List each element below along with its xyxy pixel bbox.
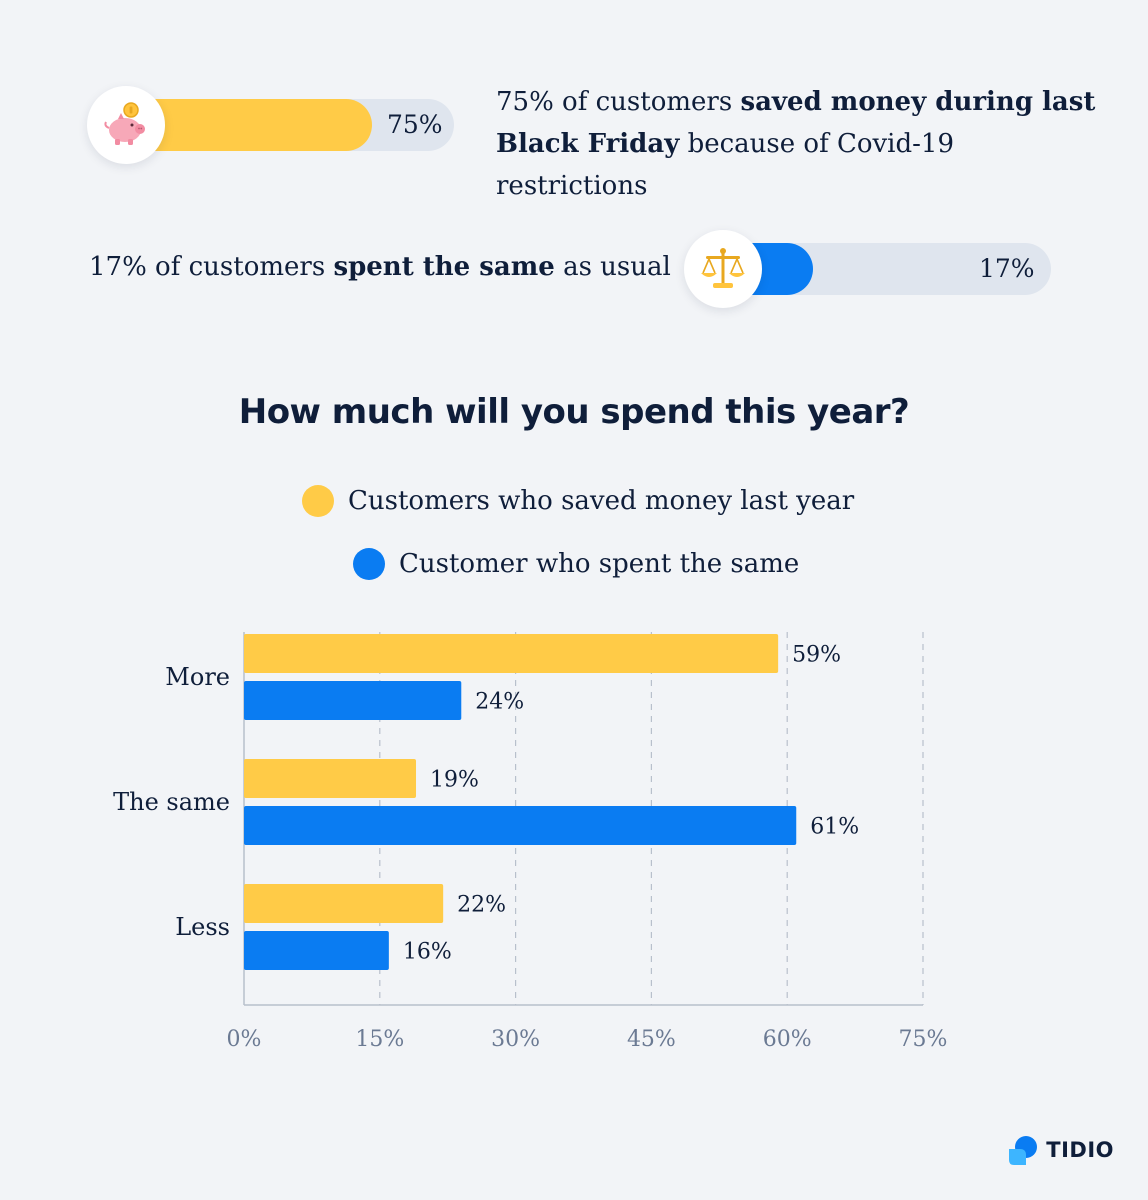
x-tick-label: 60% xyxy=(763,1027,812,1052)
bar xyxy=(244,681,462,720)
data-label: 22% xyxy=(457,893,506,918)
legend-item-saved: Customers who saved money last year xyxy=(302,481,854,521)
x-tick-label: 0% xyxy=(227,1027,262,1052)
stat-text-part: saved money during last Black Friday xyxy=(496,87,1096,159)
data-label: 24% xyxy=(475,690,524,715)
stat-percent-saved: 75% xyxy=(387,110,443,139)
brand-logo: TIDIO xyxy=(1006,1133,1114,1167)
stat-percent-same: 17% xyxy=(979,254,1035,283)
x-tick-label: 15% xyxy=(355,1027,404,1052)
data-label: 19% xyxy=(430,768,479,793)
stat-text-part: because of Covid-19 restrictions xyxy=(496,129,955,201)
scales-icon-circle xyxy=(684,230,762,308)
x-tick-label: 75% xyxy=(899,1027,948,1052)
stat-text-part: 75% of customers xyxy=(496,87,741,117)
stat-text-part: 17% of customers xyxy=(89,252,334,282)
bar xyxy=(244,806,797,845)
stat-bar-same: 17% xyxy=(717,243,1051,295)
legend-label-same: Customer who spent the same xyxy=(399,549,800,579)
data-label: 61% xyxy=(810,815,859,840)
stat-text-part: spent the same xyxy=(333,252,555,282)
data-label: 16% xyxy=(403,940,452,965)
bar-chart: 0% 15% 30% 45% 60% 75% More 59% 24% The same 19% 61… xyxy=(113,632,948,1052)
piggy-bank-icon-circle xyxy=(87,86,165,164)
piggy-bank-icon xyxy=(104,102,145,145)
bar xyxy=(244,884,444,923)
bar xyxy=(244,634,779,673)
legend-dot-same xyxy=(353,548,385,580)
data-label: 59% xyxy=(792,643,841,668)
legend-label-saved: Customers who saved money last year xyxy=(348,486,855,516)
bar xyxy=(244,931,389,970)
brand-name: TIDIO xyxy=(1046,1138,1114,1162)
category-label: The same xyxy=(113,788,230,816)
bar xyxy=(244,759,417,798)
stat-bar-saved: 75% xyxy=(120,99,454,151)
x-tick-label: 30% xyxy=(491,1027,540,1052)
stat-text-part: as usual xyxy=(554,252,671,282)
chart-title: How much will you spend this year? xyxy=(238,392,910,432)
category-label: Less xyxy=(175,913,230,941)
category-label: More xyxy=(165,663,230,691)
legend-dot-saved xyxy=(302,485,334,517)
legend-item-same: Customer who spent the same xyxy=(353,544,799,584)
tidio-logo-icon xyxy=(1009,1136,1038,1165)
stat-text-saved: 75% of customers saved money during last… xyxy=(496,81,1096,207)
stat-text-same: 17% of customers spent the same as usual xyxy=(89,246,689,288)
x-tick-label: 45% xyxy=(627,1027,676,1052)
scales-icon xyxy=(701,248,745,288)
